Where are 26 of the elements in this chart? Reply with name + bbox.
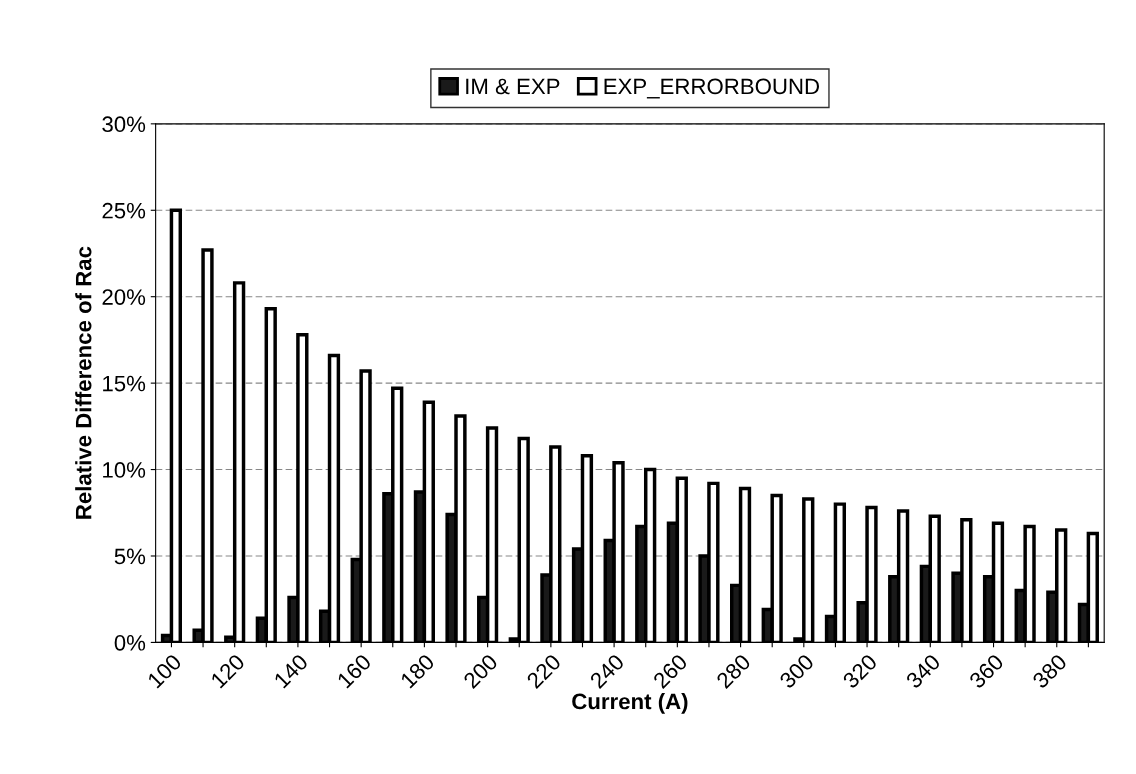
legend-label: IM & EXP [466,78,560,95]
y-tick-label: 20% [102,289,146,305]
y-axis-title: Relative Difference of Rac [75,246,92,519]
legend-label: EXP_ERRORBOUND [604,78,820,99]
x-tick-label: 140 [273,653,309,689]
x-tick-label: 180 [399,653,436,689]
x-tick-label: 340 [905,653,942,690]
x-tick-label: 260 [652,653,689,690]
x-tick-label: 240 [589,653,626,690]
y-tick-label: 30% [102,116,146,133]
x-tick-label: 360 [968,653,1005,690]
x-tick-label: 160 [336,653,373,689]
x-tick-label: 300 [778,653,815,690]
y-tick-label: 15% [103,375,146,392]
x-tick-label: 220 [525,653,562,690]
y-tick-label: 25% [102,202,146,219]
x-tick-label: 200 [462,653,499,690]
x-tick-label: 120 [210,653,246,689]
x-tick-label: 100 [146,653,183,689]
x-axis-title: Current (A) [572,693,688,714]
y-tick-label: 10% [103,462,146,478]
x-tick-label: 320 [841,653,878,690]
y-tick-label: 0% [114,634,146,651]
x-tick-label: 280 [715,653,752,690]
y-tick-label: 5% [114,548,146,565]
x-tick-label: 380 [1031,653,1068,690]
